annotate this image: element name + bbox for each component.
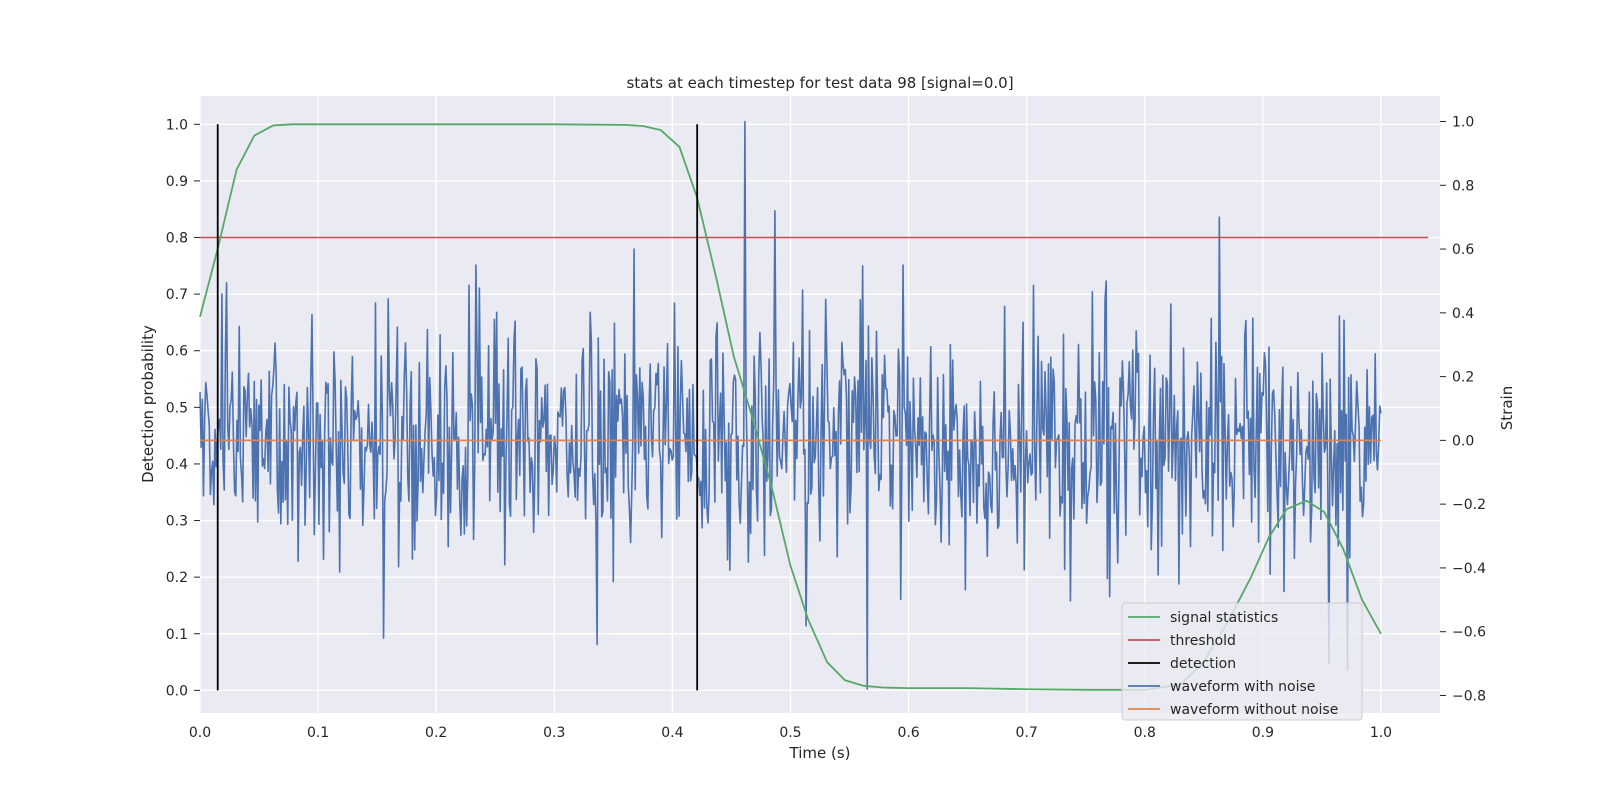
series-layer [199, 120, 1429, 691]
waveform-with-noise-line [199, 120, 1382, 690]
y-axis-label: Detection probability [139, 325, 157, 483]
legend-label-detection: detection [1170, 656, 1236, 672]
legend-label-waveform-without-noise: waveform without noise [1170, 702, 1338, 718]
y2-tick-label: 0.8 [1452, 178, 1474, 194]
x-tick-label: 0.6 [897, 725, 919, 741]
y-tick-label: 0.1 [166, 627, 188, 643]
y2-tick-label: −0.6 [1452, 625, 1486, 641]
y-tick-label: 0.9 [166, 174, 188, 190]
y-tick-label: 0.8 [166, 231, 188, 247]
legend-item-signal-statistics: signal statistics [1128, 610, 1278, 626]
y-tick-label: 0.7 [166, 287, 188, 303]
legend-label-threshold: threshold [1170, 633, 1236, 649]
y-tick-label: 0.4 [166, 457, 188, 473]
y-tick-label: 0.5 [166, 400, 188, 416]
right-axis-ticks: −0.8 −0.6 −0.4 −0.2 0.0 0.2 0.4 0.6 0.8 1.0 [1440, 115, 1486, 704]
y2-tick-label: 0.4 [1452, 306, 1474, 322]
x-tick-label: 0.4 [661, 725, 683, 741]
y2-tick-label: −0.4 [1452, 561, 1486, 577]
x-tick-label: 0.5 [779, 725, 801, 741]
x-tick-label: 0.0 [189, 725, 211, 741]
x-tick-label: 0.8 [1134, 725, 1156, 741]
y2-tick-label: −0.2 [1452, 497, 1486, 513]
y-tick-label: 0.6 [166, 344, 188, 360]
legend-item-detection: detection [1128, 656, 1236, 672]
x-tick-label: 0.2 [425, 725, 447, 741]
x-tick-label: 0.3 [543, 725, 565, 741]
legend-item-threshold: threshold [1128, 633, 1236, 649]
y-tick-label: 0.3 [166, 514, 188, 530]
left-axis-ticks: 0.0 0.1 0.2 0.3 0.4 0.5 0.6 0.7 0.8 0.9 1.0 [166, 117, 200, 699]
x-axis-label: Time (s) [789, 744, 851, 762]
y-tick-label: 0.0 [166, 683, 188, 699]
x-tick-label: 0.7 [1016, 725, 1038, 741]
y2-tick-label: 0.2 [1452, 370, 1474, 386]
y-tick-label: 0.2 [166, 570, 188, 586]
legend-item-waveform-without-noise: waveform without noise [1128, 702, 1338, 718]
x-tick-label: 0.1 [307, 725, 329, 741]
x-tick-label: 1.0 [1370, 725, 1392, 741]
y2-tick-label: 0.6 [1452, 242, 1474, 258]
y2-tick-label: −0.8 [1452, 688, 1486, 704]
legend-box [1121, 602, 1363, 721]
chart-title: stats at each timestep for test data 98 … [626, 74, 1013, 92]
legend-label-waveform-with-noise: waveform with noise [1170, 679, 1315, 695]
x-tick-label: 0.9 [1252, 725, 1274, 741]
signal-statistics-line [199, 123, 1382, 691]
x-axis-ticks: 0.0 0.1 0.2 0.3 0.4 0.5 0.6 0.7 0.8 0.9 1.0 [189, 725, 1392, 741]
legend: signal statistics threshold detection wa… [1121, 602, 1363, 721]
y2-tick-label: 1.0 [1452, 115, 1474, 131]
y2-axis-label: Strain [1498, 386, 1516, 430]
y2-tick-label: 0.0 [1452, 433, 1474, 449]
legend-item-waveform-with-noise: waveform with noise [1128, 679, 1315, 695]
legend-label-signal-statistics: signal statistics [1170, 610, 1278, 626]
y-tick-label: 1.0 [166, 117, 188, 133]
